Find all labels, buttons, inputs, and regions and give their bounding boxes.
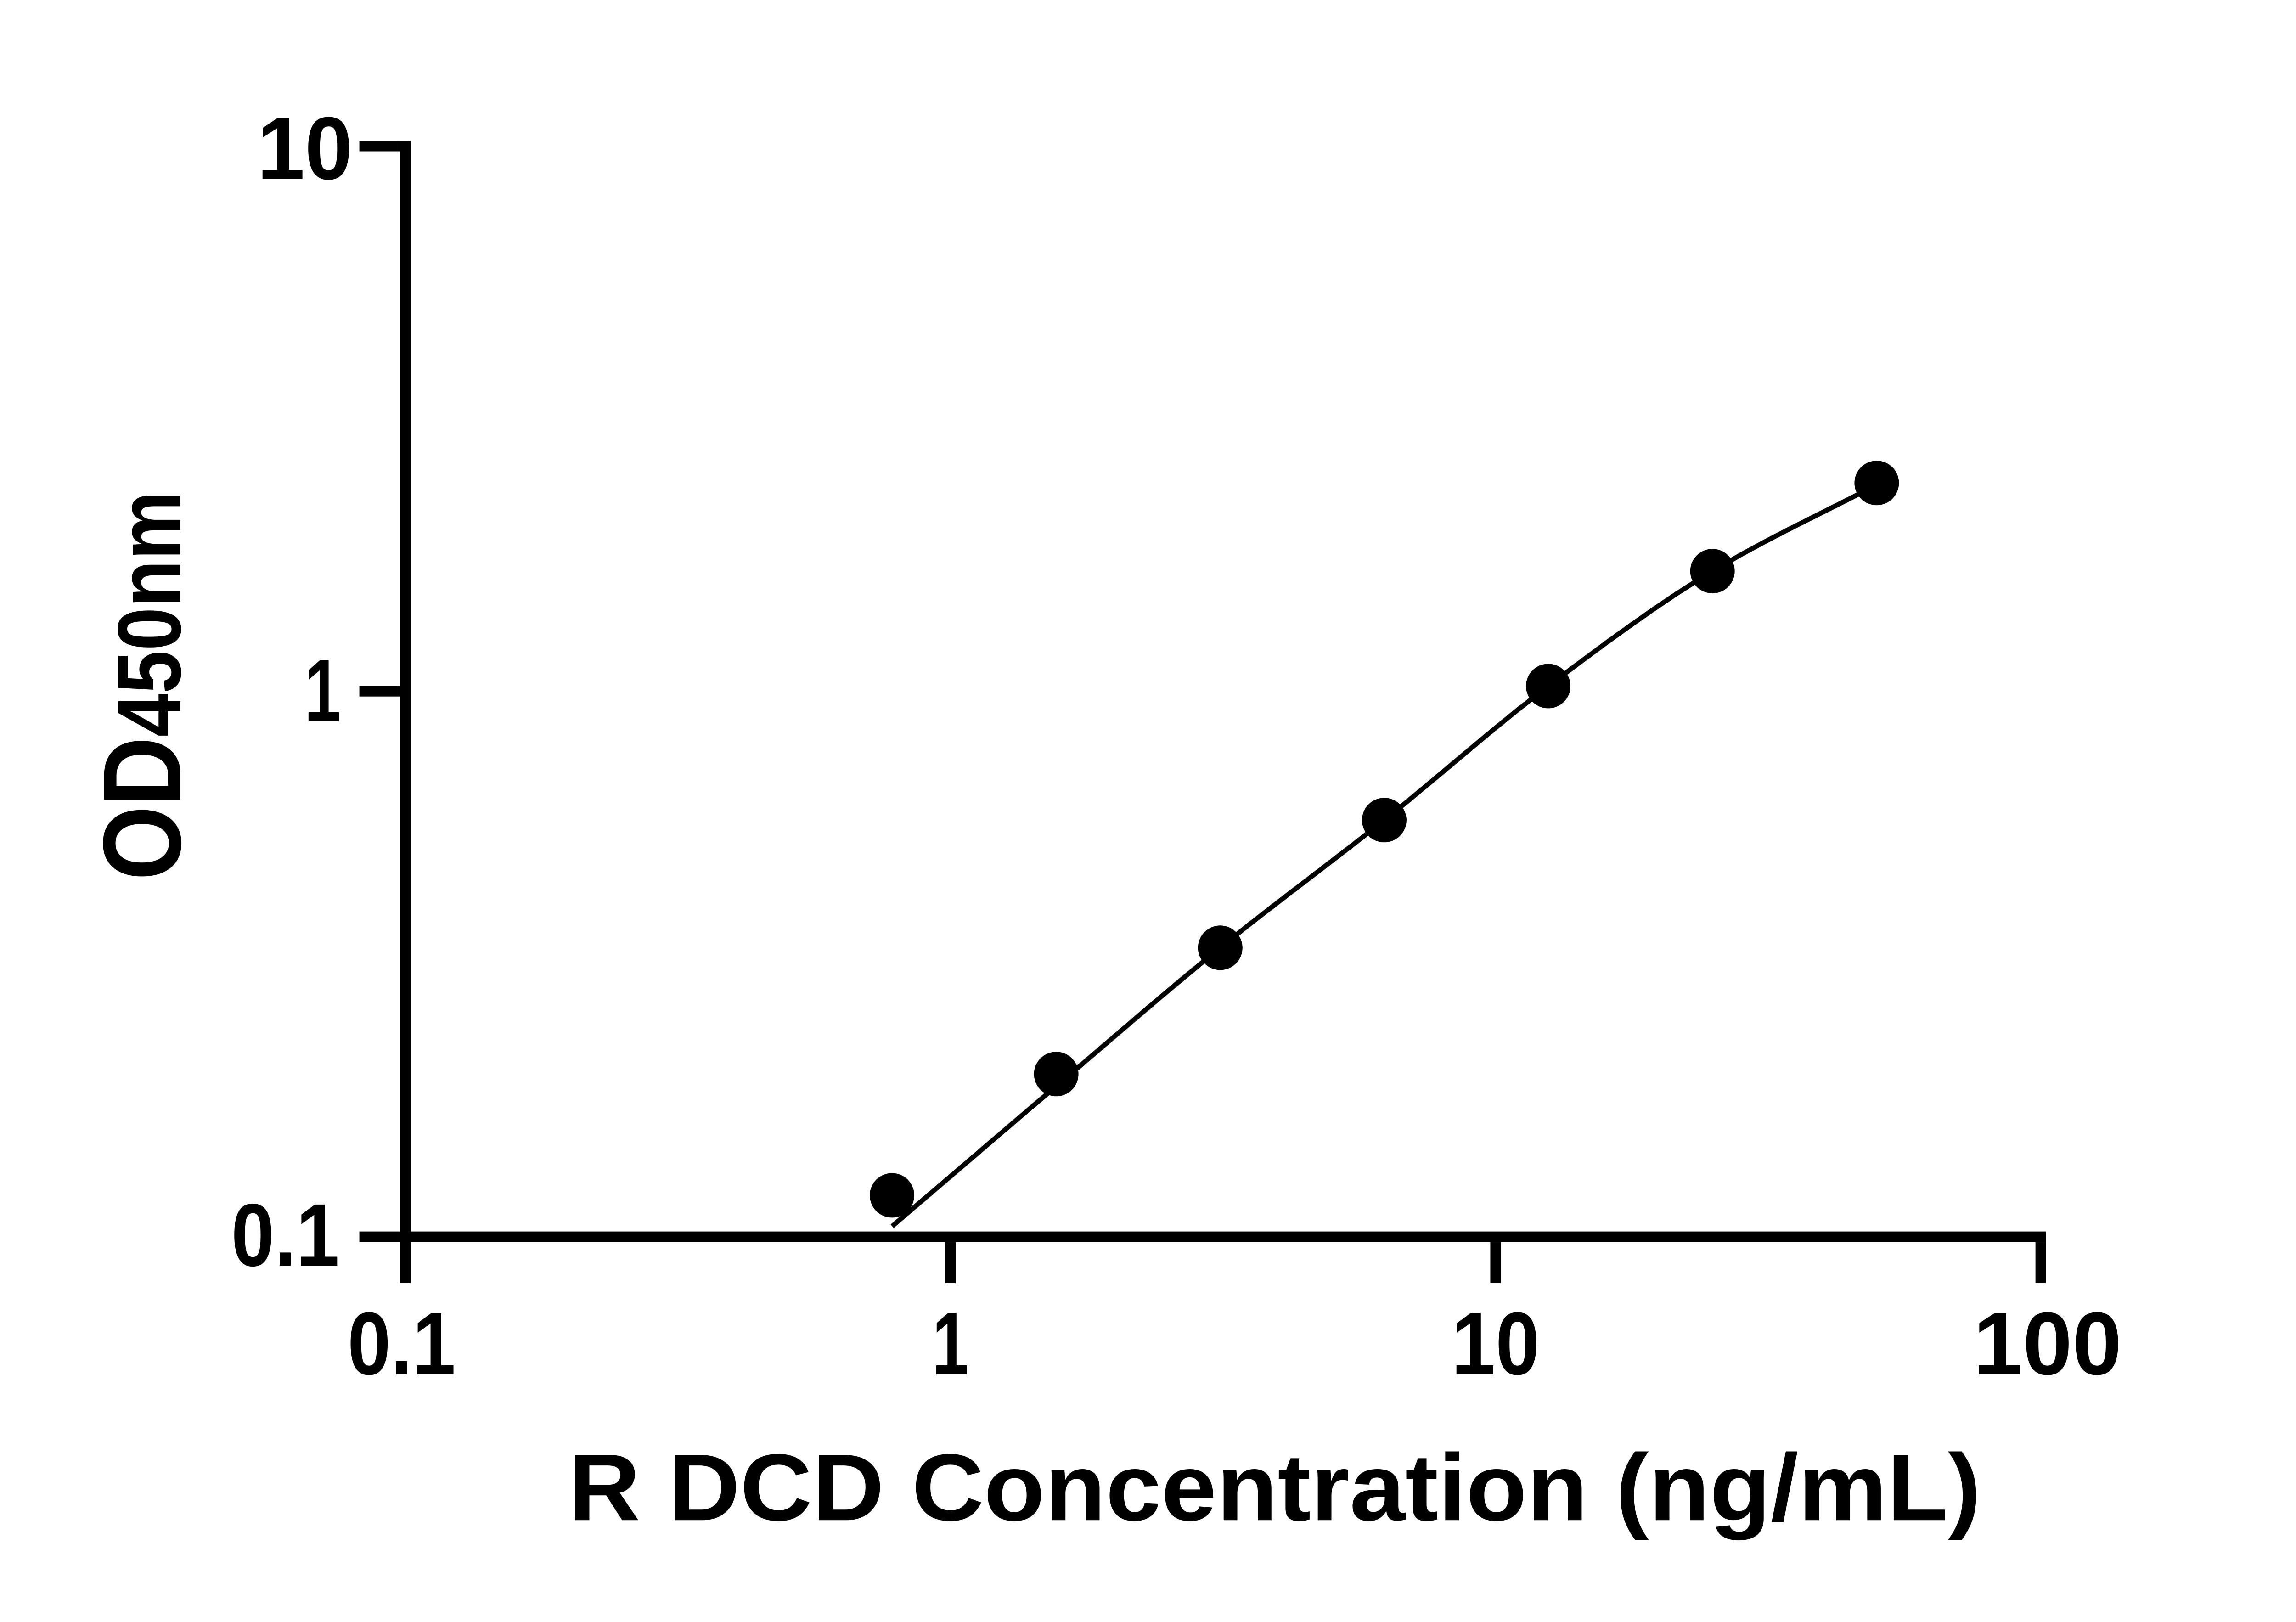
svg-text:0.1: 0.1: [231, 1185, 339, 1285]
svg-text:10: 10: [1452, 1294, 1540, 1394]
svg-text:1: 1: [304, 641, 341, 741]
svg-text:0.1: 0.1: [348, 1294, 456, 1394]
svg-text:10: 10: [257, 99, 353, 198]
svg-text:OD450nm: OD450nm: [80, 491, 204, 880]
svg-text:100: 100: [1973, 1294, 2122, 1394]
svg-text:R DCD Concentration (ng/mL): R DCD Concentration (ng/mL): [568, 1434, 1981, 1540]
svg-text:1: 1: [932, 1294, 968, 1394]
